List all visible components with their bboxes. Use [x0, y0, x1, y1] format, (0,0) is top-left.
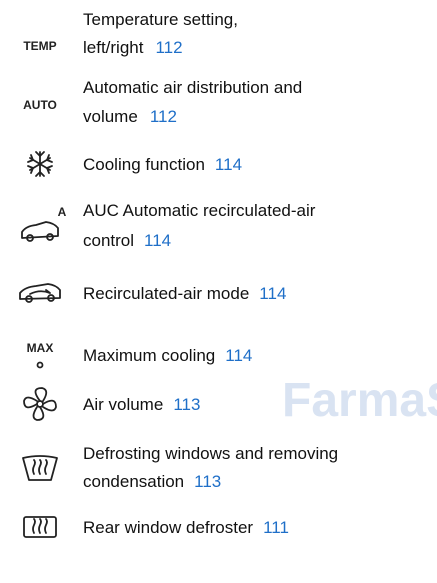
page-ref[interactable]: 114 [215, 155, 242, 174]
item-text: AUC Automatic recirculated-air [83, 201, 316, 220]
page-ref[interactable]: 113 [194, 472, 221, 491]
icon-snowflake [27, 151, 53, 177]
item-text-line: left/right [83, 38, 144, 57]
page-ref[interactable]: 112 [155, 38, 182, 57]
item-text: Rear window defroster 111 [83, 518, 289, 537]
icon-auc [21, 221, 59, 242]
icon-defrost-rear [23, 516, 57, 538]
icon-auc-label: A [58, 205, 67, 219]
item-text-line: Recirculated-air mode [83, 284, 249, 303]
page-ref[interactable]: 111 [263, 518, 289, 537]
icon-auto: AUTO [23, 98, 57, 112]
page-ref[interactable]: 114 [225, 346, 252, 365]
item-text: Cooling function 114 [83, 155, 242, 174]
icon-max: MAX [27, 341, 54, 355]
item-text-line: Air volume [83, 395, 163, 414]
item-text-line: Rear window defroster [83, 518, 253, 537]
item-text: Air volume 113 [83, 395, 200, 414]
item-text: Maximum cooling 114 [83, 346, 252, 365]
icon-fan [23, 387, 57, 421]
icon-temp: TEMP [23, 39, 56, 53]
item-text: Automatic air distribution and [83, 78, 302, 97]
page-ref[interactable]: 114 [144, 231, 171, 250]
item-text: Temperature setting, [83, 10, 238, 29]
item-text-line: volume [83, 107, 138, 126]
icon-max-dot [36, 361, 44, 369]
page-ref[interactable]: 112 [150, 107, 177, 126]
watermark: FarmaS [282, 374, 437, 427]
icon-defrost-front [22, 455, 58, 481]
item-text-line: Cooling function [83, 155, 205, 174]
item-text-line: control [83, 231, 134, 250]
page-ref[interactable]: 113 [173, 395, 200, 414]
item-text: volume 112 [83, 107, 177, 126]
item-text: Recirculated-air mode 114 [83, 284, 286, 303]
page-ref[interactable]: 114 [259, 284, 286, 303]
item-text: condensation 113 [83, 472, 221, 491]
item-text-line: Maximum cooling [83, 346, 215, 365]
item-text: left/right 112 [83, 38, 183, 57]
item-text: Defrosting windows and removing [83, 444, 338, 463]
item-text-line: condensation [83, 472, 184, 491]
item-text: control 114 [83, 231, 171, 250]
icon-recirculation [19, 283, 61, 303]
